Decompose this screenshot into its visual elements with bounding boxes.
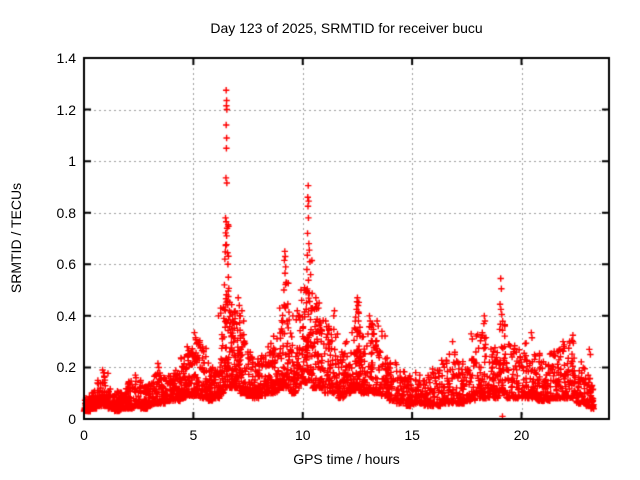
x-axis-label: GPS time / hours <box>293 451 400 467</box>
y-tick-label: 1.2 <box>56 101 76 118</box>
chart-title: Day 123 of 2025, SRMTID for receiver buc… <box>210 20 483 36</box>
x-tick-label: 15 <box>404 427 420 443</box>
x-tick-label: 0 <box>80 427 88 443</box>
y-tick-label: 1.4 <box>56 50 76 66</box>
y-tick-label: 0.8 <box>56 204 76 221</box>
x-tick-label: 5 <box>189 427 198 443</box>
x-tick-label: 20 <box>513 427 530 443</box>
x-tick-label: 10 <box>294 427 311 443</box>
y-tick-label: 0.6 <box>56 256 76 273</box>
y-axis-label: SRMTID / TECUs <box>8 182 24 294</box>
y-tick-label: 0.4 <box>56 307 76 324</box>
y-tick-label: 0 <box>68 411 76 427</box>
y-tick-label: 1 <box>68 153 76 170</box>
y-tick-label: 0.2 <box>56 359 76 376</box>
